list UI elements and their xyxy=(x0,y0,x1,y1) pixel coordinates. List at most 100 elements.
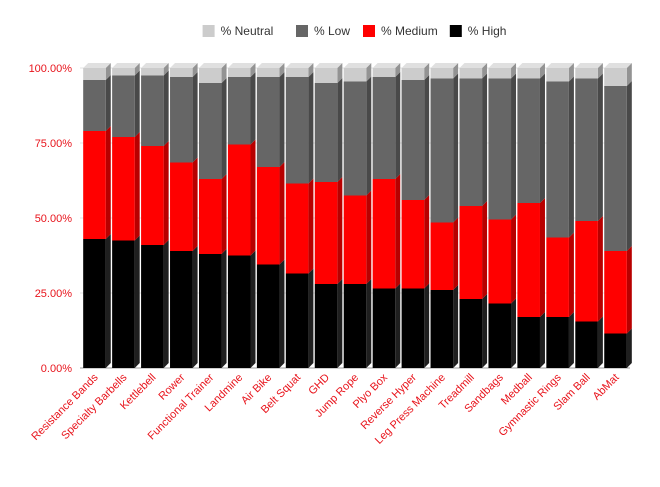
bar-segment-side xyxy=(337,78,343,182)
bar-segment xyxy=(256,264,280,368)
bar-segment xyxy=(285,273,309,368)
bar-segment xyxy=(459,68,483,79)
bar-segment xyxy=(604,68,627,86)
bar-top-face xyxy=(604,63,632,68)
bar-top-face xyxy=(83,63,111,68)
bar-segment-side xyxy=(221,63,227,83)
bar-segment-side xyxy=(192,63,198,77)
bar-top-face xyxy=(517,63,545,68)
y-tick-label: 75.00% xyxy=(35,138,73,150)
bar-segment xyxy=(372,288,396,368)
bar-segment xyxy=(343,284,367,368)
bar-segment xyxy=(343,81,367,196)
bar-stack xyxy=(198,63,227,368)
bar-segment xyxy=(314,182,338,284)
bar-segment xyxy=(83,68,106,80)
legend-label: % High xyxy=(468,24,507,38)
bar-segment-side xyxy=(279,162,285,265)
bar-segment-side xyxy=(308,178,314,274)
bar-segment xyxy=(314,284,338,368)
bar-segment-side xyxy=(134,235,140,368)
bar-segment-side xyxy=(539,63,545,79)
bar-segment xyxy=(575,221,598,322)
bar-stack xyxy=(401,63,430,368)
bar-segment xyxy=(430,222,454,290)
bar-top-face xyxy=(227,63,256,68)
bar-segment xyxy=(575,321,598,368)
bar-segment-side xyxy=(250,250,256,368)
bar-segment xyxy=(170,251,193,368)
bar-segment-side xyxy=(134,70,140,137)
bar-segment xyxy=(604,86,627,251)
bar-segment-side xyxy=(105,234,111,368)
x-tick-label: AbMat xyxy=(591,372,622,403)
bar-segment xyxy=(430,68,454,79)
bar-top-face xyxy=(314,63,343,68)
bar-segment xyxy=(430,290,454,368)
bar-segment-side xyxy=(539,73,545,203)
bar-segment xyxy=(198,68,222,83)
bar-segment xyxy=(314,68,338,83)
bar-segment xyxy=(112,68,135,76)
bar-segment-side xyxy=(221,174,227,254)
y-tick-label: 100.00% xyxy=(29,63,73,75)
bar-segment-side xyxy=(192,157,198,251)
bar-segment-side xyxy=(482,294,488,368)
legend-swatch xyxy=(202,25,215,37)
bar-segment-side xyxy=(337,279,343,368)
bar-segment xyxy=(604,333,627,368)
bar-segment xyxy=(372,68,396,77)
bar-segment xyxy=(459,206,483,299)
bar-segment xyxy=(141,146,164,245)
bar-segment-side xyxy=(568,76,574,238)
bar-top-face xyxy=(141,63,169,68)
bar-segment xyxy=(401,200,425,289)
legend-item: % High xyxy=(449,24,507,38)
bar-segment-side xyxy=(279,63,285,77)
bar-segment-side xyxy=(134,63,140,76)
bar-segment-side xyxy=(626,328,632,368)
legend-label: % Low xyxy=(314,24,350,38)
bar-segment xyxy=(488,78,512,220)
bar-segment-side xyxy=(395,174,401,289)
bar-stack xyxy=(488,63,517,368)
bar-segment-side xyxy=(424,75,430,200)
bar-segment-side xyxy=(424,195,430,289)
bar-segment xyxy=(198,83,222,179)
bar-segment-side xyxy=(163,141,169,245)
bar-segment xyxy=(227,144,251,256)
bar-segment-side xyxy=(424,63,430,80)
bar-segment xyxy=(227,77,251,145)
bar-segment xyxy=(141,245,164,368)
y-tick-label: 0.00% xyxy=(41,363,72,375)
bar-top-face xyxy=(285,63,314,68)
bar-segment xyxy=(256,167,280,265)
bar-stack xyxy=(227,63,256,368)
bar-segment xyxy=(256,68,280,77)
bar-segment-side xyxy=(337,63,343,83)
bar-segment-side xyxy=(279,72,285,167)
bar-segment-side xyxy=(105,75,111,131)
bar-stack xyxy=(170,63,198,368)
bar-segment-side xyxy=(539,312,545,368)
bar-segment xyxy=(256,77,280,167)
bar-segment-side xyxy=(250,139,256,256)
bar-top-face xyxy=(546,63,574,68)
bar-segment-side xyxy=(482,63,488,79)
bar-segment-side xyxy=(626,246,632,334)
bar-stack xyxy=(430,63,459,368)
bar-segment-side xyxy=(597,63,603,79)
bar-segment-side xyxy=(366,190,372,284)
bar-stack xyxy=(517,63,545,368)
legend-item: % Medium xyxy=(363,24,438,38)
bar-segment-side xyxy=(511,298,517,368)
bar-segment-side xyxy=(626,63,632,86)
bar-segment-side xyxy=(163,240,169,368)
bar-stack xyxy=(459,63,488,368)
bar-top-face xyxy=(343,63,372,68)
bar-segment-side xyxy=(105,126,111,239)
bar-segment xyxy=(170,77,193,163)
bar-segment-side xyxy=(482,201,488,299)
bar-segment-side xyxy=(221,249,227,368)
